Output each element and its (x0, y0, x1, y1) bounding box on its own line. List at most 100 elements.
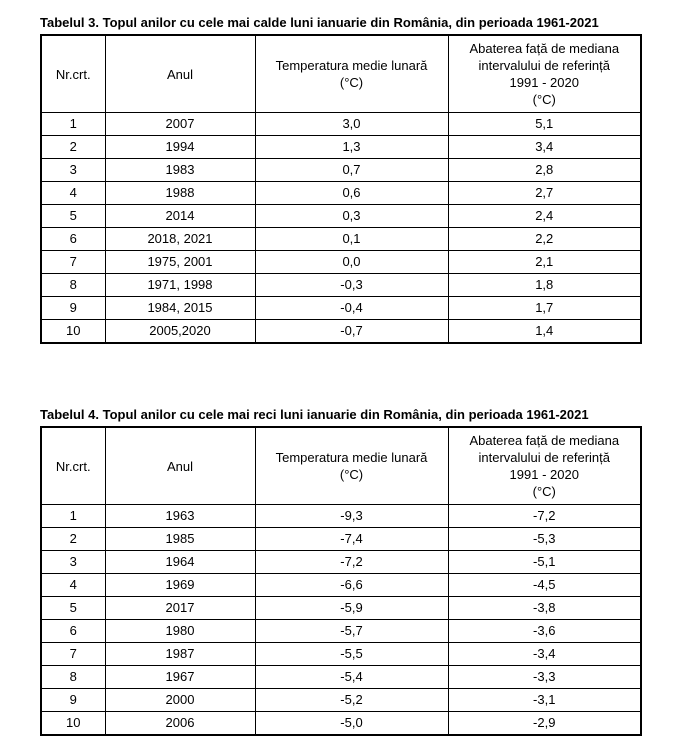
table-row: 9 2000 -5,2 -3,1 (40, 688, 642, 712)
table-cell: 2,2 (447, 227, 642, 251)
table-row: 10 2006 -5,0 -2,9 (40, 711, 642, 736)
table-cell: -2,9 (447, 711, 642, 736)
table-cell: 6 (40, 227, 106, 251)
table-header: Nr.crt. Anul Temperatura medie lunară (°C) A… (40, 34, 642, 113)
column-header-line: Abaterea față de mediana (469, 433, 620, 448)
table-cell: 1975, 2001 (104, 250, 256, 274)
table-cell: -5,9 (254, 596, 449, 620)
table-cell: 4 (40, 573, 106, 597)
table-cell: -5,3 (447, 527, 642, 551)
table-cell: 1971, 1998 (104, 273, 256, 297)
table-cell: 1969 (104, 573, 256, 597)
table-cell: 3 (40, 158, 106, 182)
table-row: 8 1971, 1998 -0,3 1,8 (40, 273, 642, 297)
table-cell: 1984, 2015 (104, 296, 256, 320)
column-header: Abaterea față de mediana intervalului de … (447, 426, 642, 505)
table-row: 7 1987 -5,5 -3,4 (40, 642, 642, 666)
column-header: Temperatura medie lunară (°C) (254, 426, 449, 505)
table-cell: 1967 (104, 665, 256, 689)
table-cell: -4,5 (447, 573, 642, 597)
warmest-januaries-table: Nr.crt. Anul Temperatura medie lunară (°C) A… (40, 34, 642, 344)
table-cell: 2,7 (447, 181, 642, 205)
table-cell: 2 (40, 527, 106, 551)
column-header-line: Anul (166, 66, 194, 82)
table-cell: 1994 (104, 135, 256, 159)
table-cell: 0,7 (254, 158, 449, 182)
column-header: Anul (104, 34, 256, 113)
table-cell: 2006 (104, 711, 256, 736)
table-cell: -7,2 (254, 550, 449, 574)
table-cell: -9,3 (254, 504, 449, 528)
table-cell: 10 (40, 319, 106, 344)
table-body: 1 1963 -9,3 -7,2 2 1985 -7,4 -5,3 3 1964 -7,2 -5,1 4… (40, 504, 642, 736)
table-cell: 5 (40, 204, 106, 228)
table-title: Tabelul 3. Topul anilor cu cele mai cald… (40, 15, 599, 30)
table-row: 2 1985 -7,4 -5,3 (40, 527, 642, 551)
header-row: Nr.crt. Anul Temperatura medie lunară (°C) A… (40, 426, 642, 505)
table-cell: 2,8 (447, 158, 642, 182)
table-cell: 1,4 (447, 319, 642, 344)
table-cell: 8 (40, 273, 106, 297)
warmest-januaries-table-section: Tabelul 3. Topul anilor cu cele mai cald… (40, 14, 642, 344)
table-cell: 2017 (104, 596, 256, 620)
table-cell: 4 (40, 181, 106, 205)
column-header: Anul (104, 426, 256, 505)
table-row: 7 1975, 2001 0,0 2,1 (40, 250, 642, 274)
table-cell: 3 (40, 550, 106, 574)
table-row: 9 1984, 2015 -0,4 1,7 (40, 296, 642, 320)
column-header: Abaterea față de mediana intervalului de … (447, 34, 642, 113)
column-header-line: Nr.crt. (55, 458, 91, 474)
table-title: Tabelul 4. Topul anilor cu cele mai reci… (40, 407, 589, 422)
coldest-januaries-table-section: Tabelul 4. Topul anilor cu cele mai reci… (40, 406, 642, 736)
table-cell: -5,7 (254, 619, 449, 643)
column-header-line: intervalului de referință (478, 450, 611, 465)
table-header: Nr.crt. Anul Temperatura medie lunară (°C) A… (40, 426, 642, 505)
column-header-line: Temperatura medie lunară (275, 58, 428, 73)
table-cell: 2,1 (447, 250, 642, 274)
table-cell: 2005,2020 (104, 319, 256, 344)
table-cell: 0,3 (254, 204, 449, 228)
table-cell: -5,1 (447, 550, 642, 574)
table-cell: 9 (40, 688, 106, 712)
table-cell: -6,6 (254, 573, 449, 597)
column-header-line: (°C) (339, 75, 364, 90)
table-row: 4 1969 -6,6 -4,5 (40, 573, 642, 597)
table-cell: 1 (40, 112, 106, 136)
table-cell: -5,5 (254, 642, 449, 666)
table-cell: -5,2 (254, 688, 449, 712)
table-cell: 3,0 (254, 112, 449, 136)
table-cell: 3,4 (447, 135, 642, 159)
table-cell: -3,8 (447, 596, 642, 620)
column-header-line: Abaterea față de mediana (469, 41, 620, 56)
table-row: 1 1963 -9,3 -7,2 (40, 504, 642, 528)
table-cell: 2014 (104, 204, 256, 228)
table-cell: -0,4 (254, 296, 449, 320)
table-cell: 1964 (104, 550, 256, 574)
table-row: 6 2018, 2021 0,1 2,2 (40, 227, 642, 251)
table-cell: -5,0 (254, 711, 449, 736)
coldest-januaries-table: Nr.crt. Anul Temperatura medie lunară (°C) A… (40, 426, 642, 736)
column-header-line: 1991 - 2020 (509, 467, 579, 482)
table-cell: -0,3 (254, 273, 449, 297)
table-cell: 0,1 (254, 227, 449, 251)
table-cell: 1,7 (447, 296, 642, 320)
column-header: Nr.crt. (40, 34, 106, 113)
table-row: 5 2014 0,3 2,4 (40, 204, 642, 228)
table-cell: 1963 (104, 504, 256, 528)
table-cell: 1983 (104, 158, 256, 182)
table-row: 4 1988 0,6 2,7 (40, 181, 642, 205)
column-header-line: intervalului de referință (478, 58, 611, 73)
table-cell: -3,3 (447, 665, 642, 689)
table-cell: 0,6 (254, 181, 449, 205)
table-row: 1 2007 3,0 5,1 (40, 112, 642, 136)
table-cell: 1987 (104, 642, 256, 666)
table-row: 10 2005,2020 -0,7 1,4 (40, 319, 642, 344)
table-cell: 5 (40, 596, 106, 620)
column-header-line: Temperatura medie lunară (275, 450, 428, 465)
table-cell: 7 (40, 250, 106, 274)
table-cell: -0,7 (254, 319, 449, 344)
column-header-line: (°C) (532, 484, 556, 499)
table-cell: 1988 (104, 181, 256, 205)
table-row: 3 1964 -7,2 -5,1 (40, 550, 642, 574)
